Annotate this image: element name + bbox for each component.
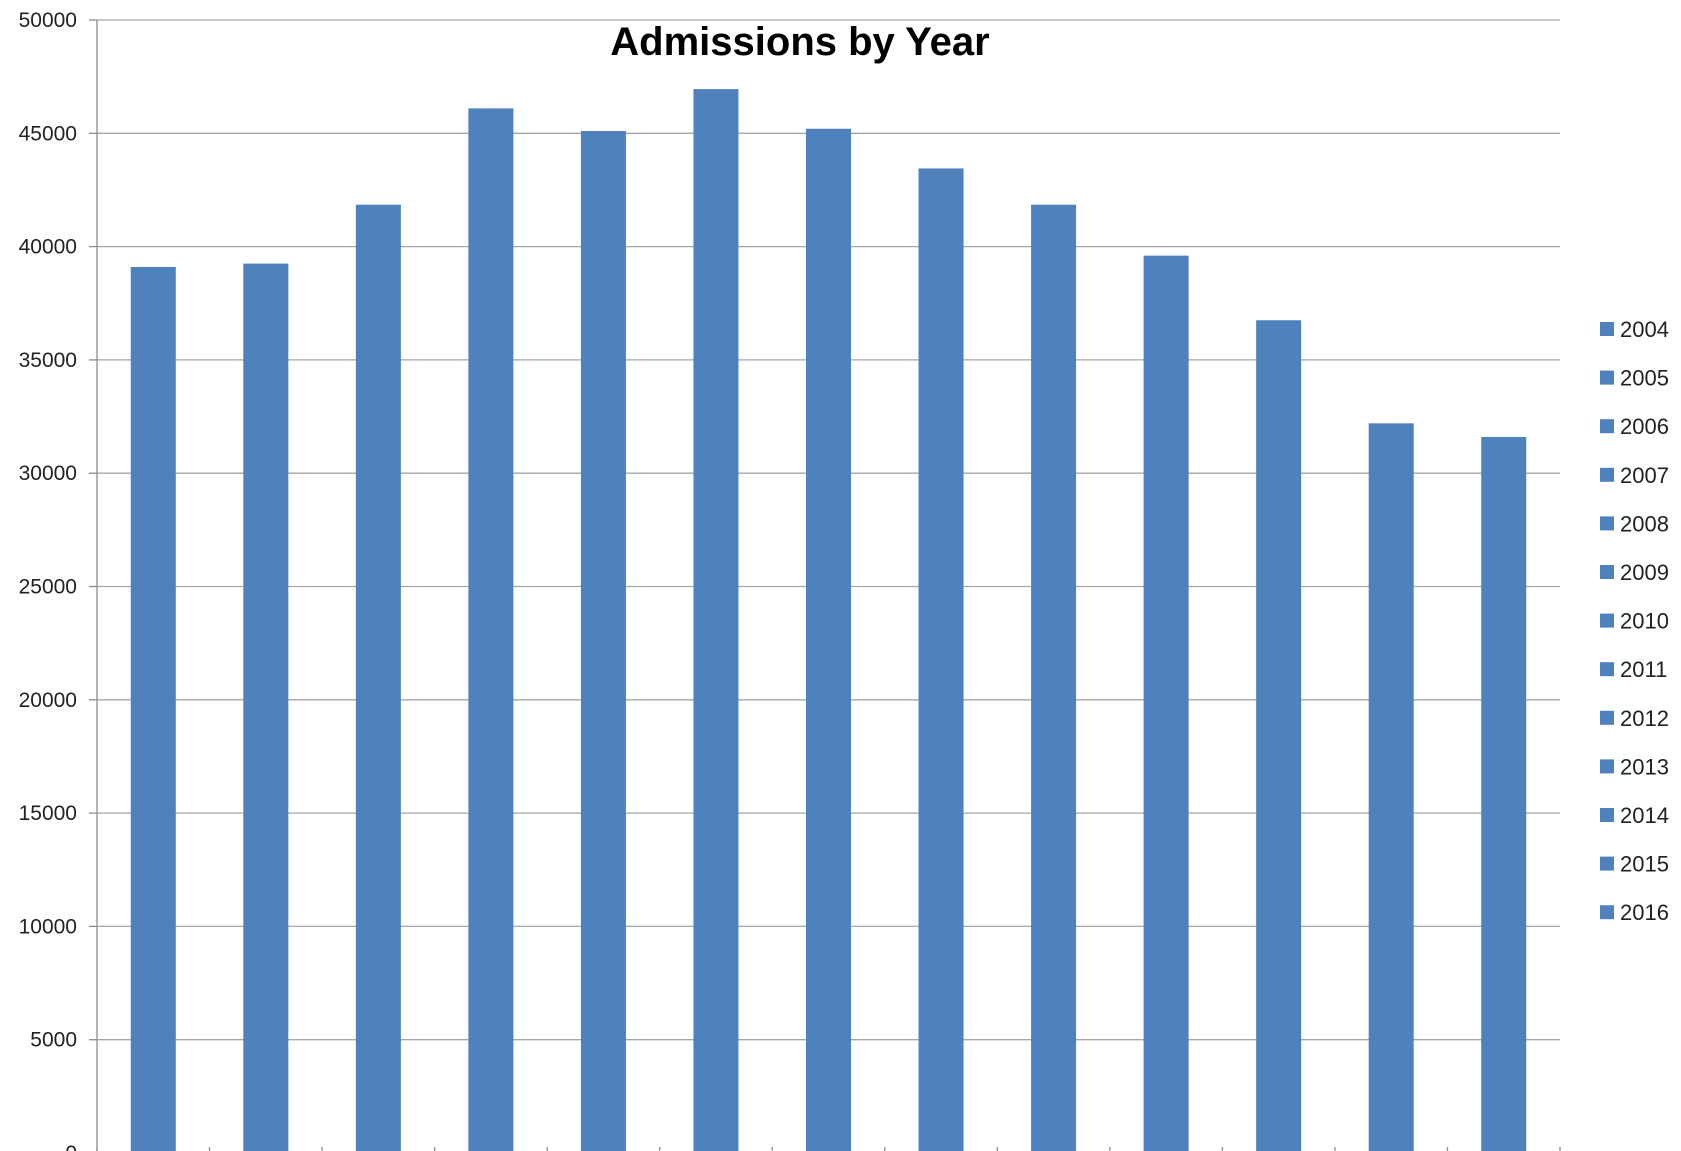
bar-2015 xyxy=(1368,423,1414,1151)
y-tick-label: 25000 xyxy=(19,576,77,599)
legend-label-2009: 2009 xyxy=(1620,560,1669,585)
legend-swatch xyxy=(1600,808,1614,822)
y-tick-label: 45000 xyxy=(19,122,77,145)
y-tick-label: 30000 xyxy=(19,462,77,485)
axes xyxy=(96,20,1561,1151)
y-tick-label: 20000 xyxy=(19,689,77,712)
legend-label-2005: 2005 xyxy=(1620,366,1669,391)
legend-swatch xyxy=(1600,370,1614,385)
legend-label-2004: 2004 xyxy=(1620,317,1669,342)
bar-2007 xyxy=(468,108,514,1151)
bar-2008 xyxy=(580,131,626,1151)
legend-swatch xyxy=(1600,856,1614,871)
legend-label-2011: 2011 xyxy=(1620,657,1667,682)
legend-swatch xyxy=(1600,565,1614,579)
legend-swatch xyxy=(1600,905,1614,920)
legend-label-2016: 2016 xyxy=(1620,900,1669,925)
y-tick-label: 15000 xyxy=(19,802,77,825)
y-tick-label: 35000 xyxy=(19,349,77,372)
bar-2011 xyxy=(918,168,964,1151)
bar-2005 xyxy=(243,263,289,1151)
y-tick-label: 0 xyxy=(65,1142,77,1151)
y-tick-label: 40000 xyxy=(19,236,77,259)
legend-swatch xyxy=(1600,759,1614,774)
y-axis-tick-labels: 0 5000 10000 15000 20000 25000 30000 35000 40000… xyxy=(19,9,77,1151)
legend-label-2008: 2008 xyxy=(1620,511,1669,536)
legend-label-2007: 2007 xyxy=(1620,463,1669,488)
bar-2010 xyxy=(805,128,852,1151)
legend-swatch xyxy=(1600,467,1614,482)
bar-2012 xyxy=(1031,204,1077,1151)
legend-label-2014: 2014 xyxy=(1620,803,1669,828)
bar-2009 xyxy=(693,89,739,1151)
legend-label-2012: 2012 xyxy=(1620,706,1669,731)
legend-swatch xyxy=(1600,419,1614,434)
legend-swatch xyxy=(1600,710,1614,725)
bar-2006 xyxy=(355,204,401,1151)
bar-2016 xyxy=(1481,436,1527,1151)
bar-2004 xyxy=(130,266,176,1151)
bar-2014 xyxy=(1256,320,1302,1151)
legend-swatch xyxy=(1600,662,1614,677)
chart-title: Admissions by Year xyxy=(610,20,989,64)
y-tick-label: 5000 xyxy=(30,1029,77,1052)
y-tick-label: 50000 xyxy=(19,9,77,32)
legend-swatch xyxy=(1600,322,1614,336)
legend-label-2013: 2013 xyxy=(1620,754,1669,779)
bar-2013 xyxy=(1143,255,1189,1151)
legend-swatch xyxy=(1600,613,1614,628)
legend: 2004 2005 2006 2007 2008 2009 2010 2011 2012 2013… xyxy=(1600,317,1669,925)
y-tick-label: 10000 xyxy=(19,915,77,938)
legend-swatch xyxy=(1600,516,1614,531)
legend-label-2010: 2010 xyxy=(1620,609,1669,634)
legend-label-2006: 2006 xyxy=(1620,414,1669,439)
legend-label-2015: 2015 xyxy=(1620,852,1669,877)
bars xyxy=(130,89,1527,1151)
